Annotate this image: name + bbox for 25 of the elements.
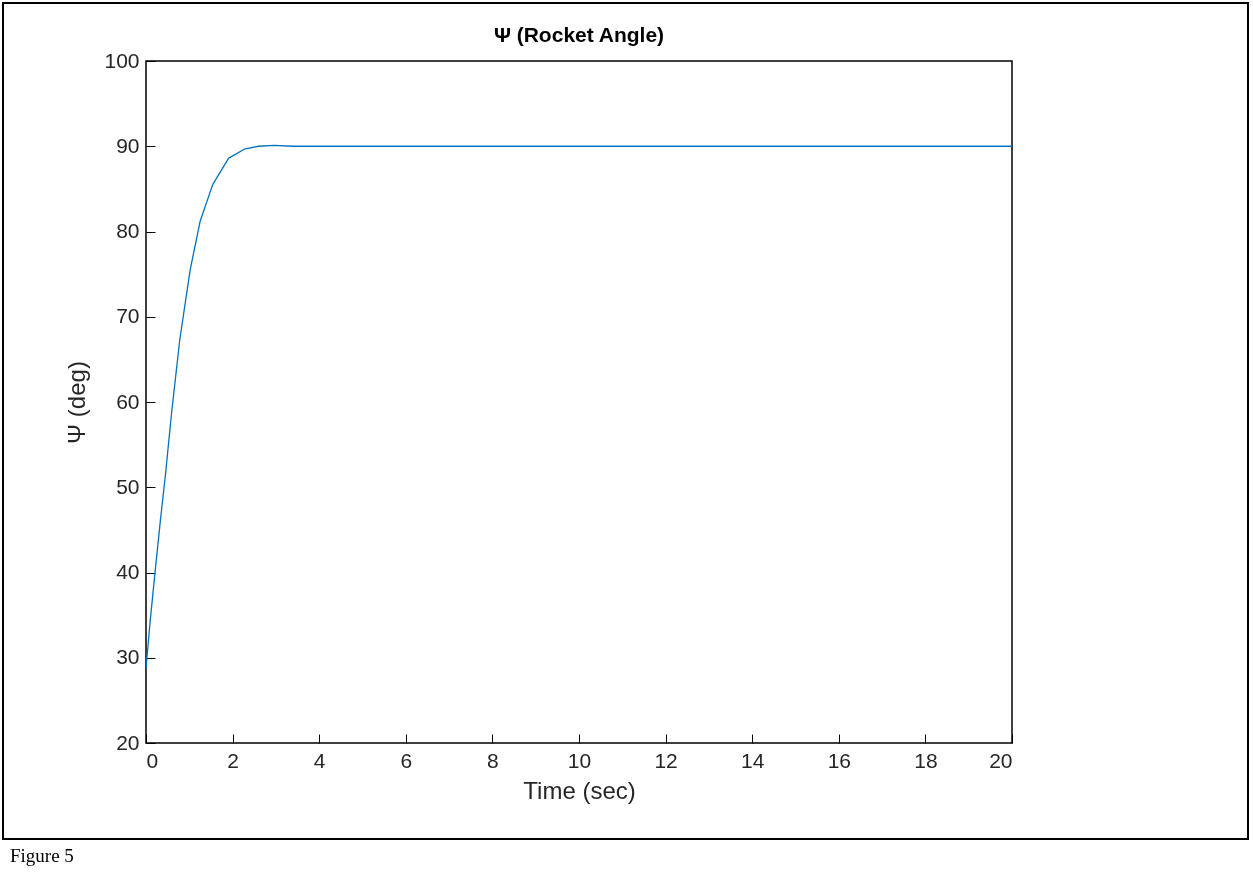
x-tick-label: 16 bbox=[827, 748, 851, 772]
caption: Figure 5 bbox=[10, 845, 74, 867]
y-tick-label: 40 bbox=[116, 560, 140, 583]
x-axis-title: Time (sec) bbox=[523, 776, 636, 804]
y-tick-label: 80 bbox=[116, 219, 140, 242]
x-tick-label: 0 bbox=[146, 748, 159, 772]
x-tick-label: 10 bbox=[567, 748, 592, 772]
x-tick-label: 14 bbox=[741, 748, 765, 772]
line-series bbox=[146, 144, 1012, 669]
x-tick-label: 2 bbox=[227, 748, 239, 772]
x-tick-label: 4 bbox=[313, 748, 326, 772]
x-tick-label: 20 bbox=[989, 748, 1013, 772]
y-tick-label: 20 bbox=[116, 730, 140, 754]
x-tick-label: 8 bbox=[487, 748, 499, 772]
y-tick-label: 70 bbox=[116, 304, 140, 328]
y-tick-label: 100 bbox=[104, 48, 140, 72]
chart-title: Ψ (Rocket Angle) bbox=[493, 23, 665, 46]
y-tick-label: 50 bbox=[116, 474, 140, 498]
y-axis-title: Ψ (deg) bbox=[63, 361, 91, 444]
y-tick-label: 60 bbox=[116, 389, 140, 413]
x-tick-label: 12 bbox=[654, 748, 678, 772]
x-tick-label: 6 bbox=[400, 748, 413, 772]
y-tick-label: 30 bbox=[116, 645, 140, 669]
y-tick-label: 90 bbox=[116, 133, 140, 157]
x-tick-label: 18 bbox=[914, 748, 938, 772]
